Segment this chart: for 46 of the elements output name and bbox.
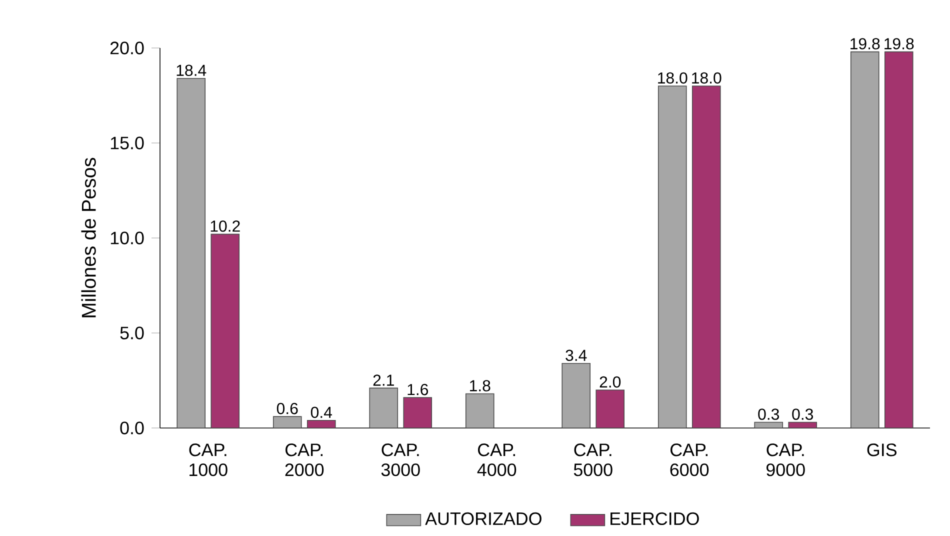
bar (176, 78, 206, 428)
x-tick-label: CAP. 2000 (285, 444, 324, 476)
x-tick-label: CAP. 4000 (477, 444, 516, 476)
bar (850, 51, 880, 428)
data-label: 18.0 (692, 72, 722, 84)
bar (306, 420, 336, 428)
y-tick-label: 20.0 (110, 42, 144, 54)
data-label: 10.2 (210, 220, 240, 232)
data-label: 2.0 (600, 376, 621, 388)
data-label: 2.1 (373, 374, 394, 386)
legend-label: EJERCIDO (610, 512, 699, 526)
data-label: 19.8 (850, 38, 880, 50)
x-tick-label: CAP. 3000 (381, 444, 420, 476)
data-label: 0.3 (758, 408, 779, 420)
data-label: 18.4 (176, 64, 206, 76)
bar (788, 422, 818, 428)
x-tick-label: CAP. 9000 (766, 444, 805, 476)
data-label: 18.0 (658, 72, 688, 84)
bar (403, 397, 432, 428)
bar (272, 416, 302, 428)
data-label: 0.3 (792, 408, 813, 420)
data-label: 3.4 (566, 350, 587, 362)
y-axis-title: Millones de Pesos (81, 158, 96, 318)
x-tick-label: GIS (867, 444, 897, 456)
y-tick-label: 5.0 (120, 326, 144, 340)
x-tick-label: CAP. 5000 (574, 444, 612, 476)
bar (692, 86, 721, 428)
data-label: 0.4 (310, 406, 332, 418)
bar (369, 388, 398, 428)
data-label: 1.8 (470, 380, 490, 392)
data-label: 19.8 (884, 38, 914, 50)
bar (562, 363, 591, 428)
legend-label: AUTORIZADO (425, 512, 542, 526)
bar (210, 234, 240, 428)
x-tick-label: CAP. 1000 (189, 444, 228, 476)
bar (658, 86, 687, 428)
bar (884, 51, 914, 428)
x-tick-label: CAP. 6000 (670, 444, 709, 476)
y-tick-label: 0.0 (120, 422, 144, 434)
bar (465, 393, 494, 428)
bar (754, 422, 784, 428)
data-label: 0.6 (276, 402, 298, 414)
y-tick-label: 15.0 (110, 136, 144, 150)
y-tick-label: 10.0 (110, 232, 144, 244)
data-label: 1.6 (408, 384, 428, 396)
bar (596, 390, 625, 428)
